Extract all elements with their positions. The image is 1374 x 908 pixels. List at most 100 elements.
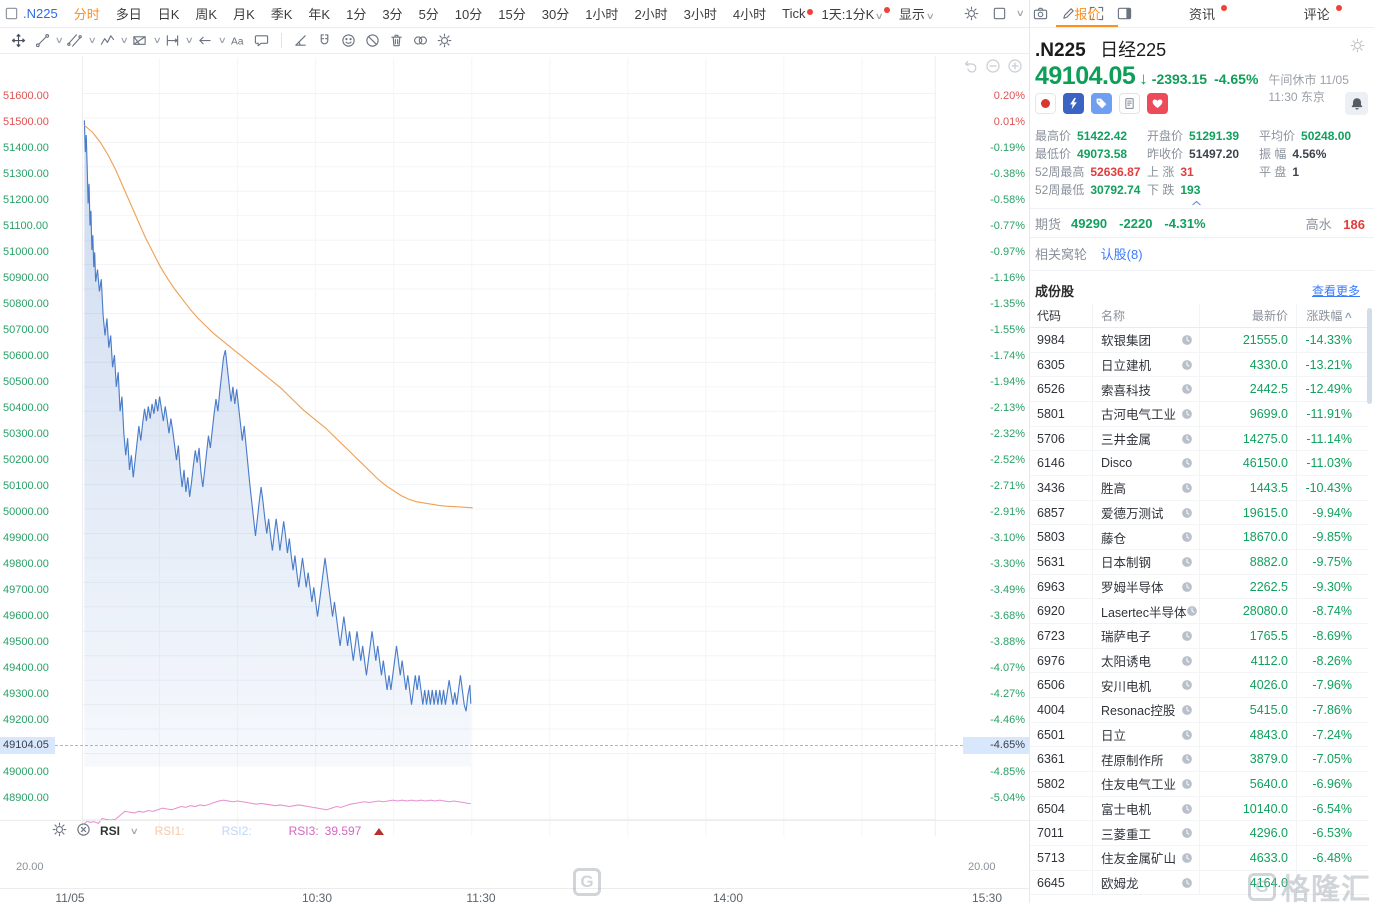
- timeframe-年K[interactable]: 年K: [308, 7, 331, 22]
- table-row-6645[interactable]: 6645 欧姆龙 4164.0: [1030, 870, 1368, 896]
- timeframe-多日[interactable]: 多日: [115, 7, 142, 22]
- table-row-5802[interactable]: 5802 住友电气工业 5640.0 -6.96%: [1030, 772, 1368, 797]
- table-row-7011[interactable]: 7011 三菱重工 4296.0 -6.53%: [1030, 821, 1368, 847]
- undo-icon[interactable]: [963, 58, 979, 79]
- main-chart[interactable]: [0, 54, 1029, 903]
- stock-name: 三井金属: [1092, 426, 1199, 451]
- draw-tool-text-icon[interactable]: Aa: [226, 30, 250, 52]
- timeframe-Tick[interactable]: Tick: [774, 6, 813, 21]
- draw-tool-magnet-icon[interactable]: [313, 30, 337, 52]
- divider: [1030, 270, 1374, 271]
- draw-tool-trash-icon[interactable]: [385, 30, 409, 52]
- timeframe-分时[interactable]: 分时: [73, 7, 100, 22]
- tag-icon[interactable]: [1091, 93, 1112, 114]
- tab-报价[interactable]: 报价: [1030, 0, 1145, 27]
- table-row-6976[interactable]: 6976 太阳诱电 4112.0 -8.26%: [1030, 648, 1368, 674]
- timeframe-2小时[interactable]: 2小时: [634, 7, 668, 22]
- table-row-6723[interactable]: 6723 瑞萨电子 1765.5 -8.69%: [1030, 624, 1368, 649]
- timeframe-4小时[interactable]: 4小时: [732, 7, 767, 22]
- timeframe-日K[interactable]: 日K: [157, 7, 180, 22]
- stock-code: 5631: [1037, 554, 1065, 569]
- heart-icon[interactable]: [1147, 93, 1168, 114]
- timeframe-周K[interactable]: 周K: [195, 7, 218, 22]
- timeframe-季K[interactable]: 季K: [270, 7, 293, 22]
- table-row-6506[interactable]: 6506 安川电机 4026.0 -7.96%: [1030, 673, 1368, 699]
- col-code[interactable]: 代码: [1037, 309, 1062, 323]
- view-more-link[interactable]: 查看更多: [1311, 284, 1360, 298]
- display-dropdown[interactable]: 显示∨: [898, 7, 935, 22]
- table-row-5801[interactable]: 5801 古河电气工业 9699.0 -11.91%: [1030, 402, 1368, 427]
- window-layout-icon[interactable]: [4, 3, 19, 25]
- table-row-6920[interactable]: 6920 Lasertec半导体 28080.0 -8.74%: [1030, 599, 1368, 625]
- layout-icon[interactable]: [987, 3, 1011, 25]
- timeframe-15分[interactable]: 15分: [498, 7, 526, 22]
- table-row-3436[interactable]: 3436 胜高 1443.5 -10.43%: [1030, 476, 1368, 501]
- rsi-settings-icon[interactable]: [52, 822, 67, 840]
- timeframe-月K[interactable]: 月K: [233, 7, 255, 22]
- stock-price: 8882.0: [1199, 550, 1296, 574]
- draw-tool-channel-icon[interactable]: [63, 30, 87, 52]
- timeframe-1分[interactable]: 1分: [346, 7, 367, 22]
- draw-tool-hide-icon[interactable]: [361, 30, 385, 52]
- rsi-up-triangle-icon: [374, 827, 385, 835]
- table-row-6146[interactable]: 6146 Disco 46150.0 -11.03%: [1030, 451, 1368, 477]
- tab-资讯[interactable]: 资讯: [1145, 0, 1260, 27]
- table-row-5713[interactable]: 5713 住友金属矿山 4633.0 -6.48%: [1030, 846, 1368, 871]
- collapse-chevron-icon[interactable]: [1190, 197, 1203, 215]
- timeframe-1天:1分K[interactable]: 1天:1分K∨: [814, 4, 891, 23]
- timeframe-10分[interactable]: 10分: [454, 7, 483, 22]
- table-row-4004[interactable]: 4004 Resonac控股 5415.0 -7.86%: [1030, 698, 1368, 723]
- table-row-6501[interactable]: 6501 日立 4843.0 -7.24%: [1030, 722, 1368, 748]
- col-price[interactable]: 最新价: [1199, 304, 1296, 327]
- chevron-down-icon[interactable]: ∨: [129, 825, 139, 836]
- table-row-9984[interactable]: 9984 软银集团 21555.0 -14.33%: [1030, 328, 1368, 353]
- timeframe-3分[interactable]: 3分: [382, 7, 403, 22]
- constituents-table: 代码 名称 最新价 涨跌幅 ∧ 9984 软银集团 21555.0 -14.33% 6…: [1030, 304, 1368, 896]
- draw-tool-trendline-icon[interactable]: [30, 30, 54, 52]
- stock-code: 5802: [1037, 776, 1065, 791]
- table-row-6305[interactable]: 6305 日立建机 4330.0 -13.21%: [1030, 352, 1368, 378]
- timeframe-30分[interactable]: 30分: [541, 7, 570, 22]
- draw-tool-rings-icon[interactable]: [409, 30, 433, 52]
- zoom-out-icon[interactable]: [985, 58, 1001, 79]
- jp-flag-icon[interactable]: [1035, 93, 1056, 114]
- draw-tool-emoji-icon[interactable]: [337, 30, 361, 52]
- draw-tool-gear-icon[interactable]: [433, 30, 457, 52]
- table-row-5706[interactable]: 5706 三井金属 14275.0 -11.14%: [1030, 426, 1368, 452]
- rsi-close-icon[interactable]: [76, 822, 91, 840]
- table-row-5803[interactable]: 5803 藤仓 18670.0 -9.85%: [1030, 525, 1368, 551]
- gear-icon[interactable]: [959, 3, 983, 25]
- col-name[interactable]: 名称: [1092, 304, 1199, 327]
- red-dot-badge: [883, 7, 890, 13]
- price-axis-label: 51600.00: [3, 90, 49, 102]
- draw-tool-wave-icon[interactable]: [95, 30, 119, 52]
- draw-tool-crosshair-icon[interactable]: [6, 30, 30, 52]
- symbol-tab[interactable]: .N225: [23, 6, 58, 21]
- draw-tool-arrow-left-icon[interactable]: [193, 30, 217, 52]
- scrollbar-thumb[interactable]: [1367, 308, 1372, 404]
- col-change[interactable]: 涨跌幅 ∧: [1296, 304, 1368, 327]
- zoom-in-icon[interactable]: [1007, 58, 1023, 79]
- time-axis-divider: [0, 888, 1029, 889]
- panel-settings-icon[interactable]: [1350, 38, 1365, 58]
- table-row-6526[interactable]: 6526 索喜科技 2442.5 -12.49%: [1030, 377, 1368, 403]
- draw-tool-range-icon[interactable]: [160, 30, 184, 52]
- draw-tool-pattern-icon[interactable]: [128, 30, 152, 52]
- draw-tool-comment-icon[interactable]: [250, 30, 274, 52]
- table-row-5631[interactable]: 5631 日本制钢 8882.0 -9.75%: [1030, 550, 1368, 575]
- tab-评论[interactable]: 评论: [1259, 0, 1374, 27]
- note-icon[interactable]: [1119, 93, 1140, 114]
- timeframe-1小时[interactable]: 1小时: [585, 7, 619, 22]
- draw-tool-angle-icon[interactable]: [289, 30, 313, 52]
- timeframe-5分[interactable]: 5分: [418, 7, 439, 22]
- lightning-icon[interactable]: [1063, 93, 1084, 114]
- rsi-indicator-label[interactable]: RSI: [100, 824, 121, 838]
- table-row-6504[interactable]: 6504 富士电机 10140.0 -6.54%: [1030, 796, 1368, 822]
- table-row-6963[interactable]: 6963 罗姆半导体 2262.5 -9.30%: [1030, 574, 1368, 600]
- stock-code: 7011: [1037, 826, 1064, 841]
- alert-bell-icon[interactable]: [1345, 92, 1368, 115]
- table-row-6857[interactable]: 6857 爱德万测试 19615.0 -9.94%: [1030, 500, 1368, 526]
- timeframe-3小时[interactable]: 3小时: [683, 7, 717, 22]
- warrants-link[interactable]: 认股(8): [1100, 247, 1143, 262]
- table-row-6361[interactable]: 6361 荏原制作所 3879.0 -7.05%: [1030, 747, 1368, 773]
